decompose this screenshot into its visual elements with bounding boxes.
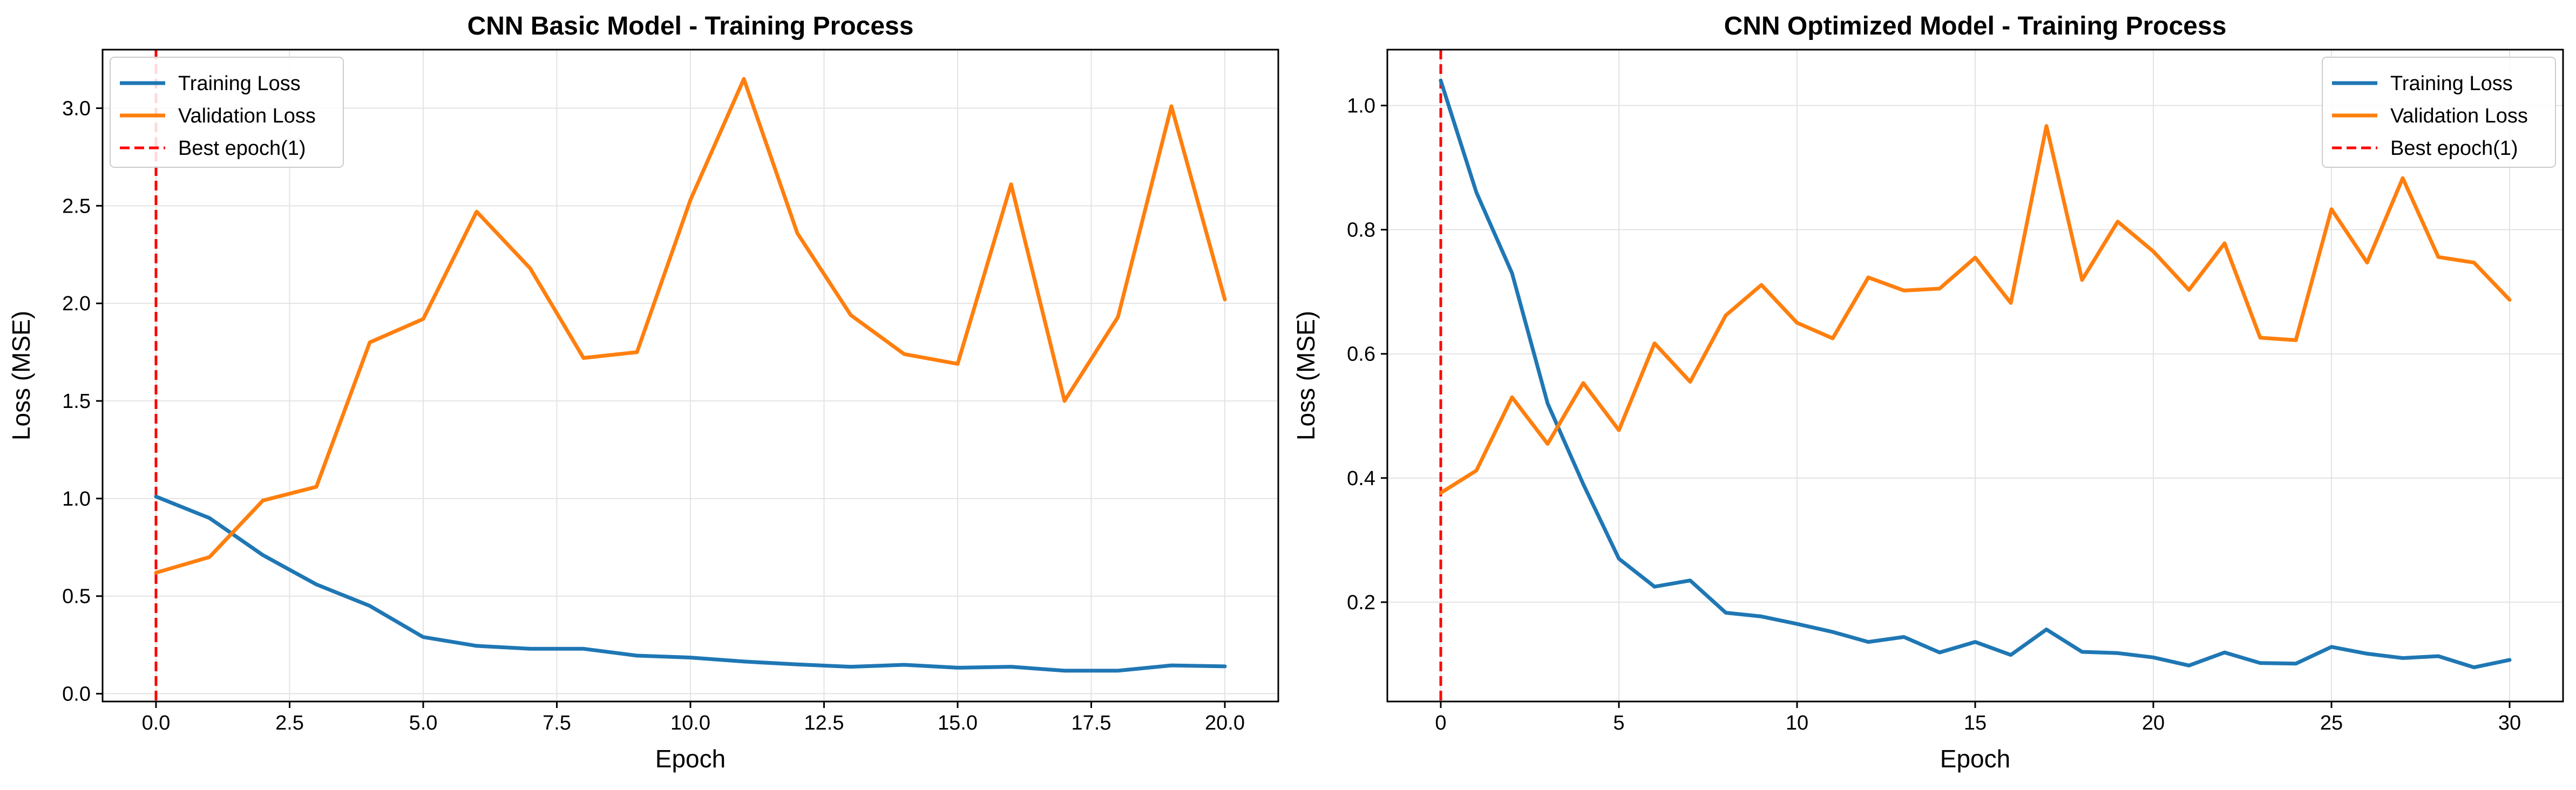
- y-tick-label: 2.5: [62, 195, 91, 217]
- y-tick-label: 0.4: [1347, 467, 1375, 490]
- x-tick-label: 2.5: [275, 712, 304, 734]
- chart-title: CNN Optimized Model - Training Process: [1724, 12, 2227, 40]
- series-line-training-loss: [154, 494, 1227, 673]
- legend-label: Best epoch(1): [2390, 137, 2518, 160]
- legend-label: Best epoch(1): [178, 137, 306, 160]
- x-tick-label: 15: [1964, 712, 1987, 734]
- chart-cnn-basic: 0.0 2.5 5.0 7.5 10.0 12.5 15.0 17.5 20.0 0.0 0.5 1.…: [7, 12, 1279, 773]
- legend-box: [110, 57, 344, 168]
- y-tick-label: 0.6: [1347, 343, 1375, 366]
- y-tick-label: 1.0: [1347, 95, 1375, 118]
- x-tick-label: 20: [2142, 712, 2165, 734]
- chart-title: CNN Basic Model - Training Process: [467, 12, 914, 40]
- x-tick-label: 15.0: [938, 712, 978, 734]
- series-line-validation-loss: [154, 77, 1227, 575]
- legend-label: Validation Loss: [178, 105, 316, 127]
- x-tick-label: 25: [2320, 712, 2343, 734]
- x-tick-label: 0: [1435, 712, 1446, 734]
- chart-cnn-optimized: 0 5 10 15 20 25 30 0.2 0.4 0.6 0.8 1.0 CNN Optimized…: [1292, 12, 2564, 773]
- legend-label: Validation Loss: [2390, 105, 2528, 127]
- x-tick-label: 10: [1786, 712, 1808, 734]
- series-line-training-loss: [1439, 79, 2512, 670]
- legend: Training Loss Validation Loss Best epoch(1…: [110, 57, 344, 168]
- x-tick-label: 10.0: [670, 712, 710, 734]
- x-tick-label: 5: [1613, 712, 1624, 734]
- y-tick-label: 2.0: [62, 292, 91, 315]
- x-tick-label: 7.5: [543, 712, 571, 734]
- y-tick-label: 0.8: [1347, 219, 1375, 242]
- y-tick-label: 0.5: [62, 585, 91, 608]
- y-tick-label: 1.5: [62, 390, 91, 413]
- x-axis-label: Epoch: [655, 745, 726, 773]
- x-tick-label: 17.5: [1072, 712, 1111, 734]
- x-axis-label: Epoch: [1940, 745, 2010, 773]
- y-tick-label: 1.0: [62, 488, 91, 510]
- x-tick-label: 30: [2498, 712, 2521, 734]
- x-tick-label: 20.0: [1205, 712, 1245, 734]
- y-tick-label: 0.0: [62, 683, 91, 706]
- x-tick-label: 5.0: [409, 712, 438, 734]
- legend: Training Loss Validation Loss Best epoch(1…: [2322, 57, 2556, 168]
- y-tick-label: 0.2: [1347, 591, 1375, 614]
- legend-box: [2322, 57, 2556, 168]
- x-tick-label: 0.0: [142, 712, 171, 734]
- x-tick-label: 12.5: [804, 712, 844, 734]
- legend-label: Training Loss: [2390, 72, 2513, 95]
- y-axis-label: Loss (MSE): [1292, 311, 1320, 440]
- y-tick-label: 3.0: [62, 98, 91, 120]
- series-line-validation-loss: [1439, 124, 2512, 495]
- legend-label: Training Loss: [178, 72, 301, 95]
- y-axis-label: Loss (MSE): [7, 311, 35, 440]
